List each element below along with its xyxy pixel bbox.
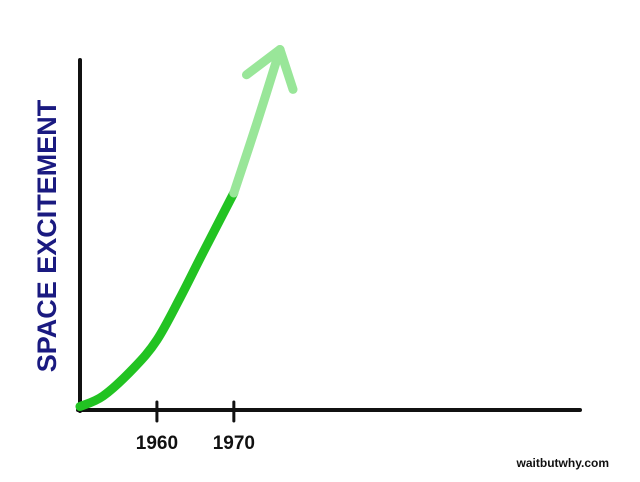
series-layer [75,45,298,411]
axes [76,58,582,413]
watermark: waitbutwhy.com [516,456,609,470]
series-1-projection [229,45,298,198]
x-tick-label-1970: 1970 [213,433,255,454]
y-axis-label: SPACE EXCITEMENT [32,99,62,372]
x-tick-label-1960: 1960 [136,433,178,454]
x-ticks: 1960 1970 [136,400,255,454]
projection-line [229,45,285,198]
excitement-line [75,188,239,411]
arrowhead [242,45,298,94]
series-0-line [75,188,239,411]
